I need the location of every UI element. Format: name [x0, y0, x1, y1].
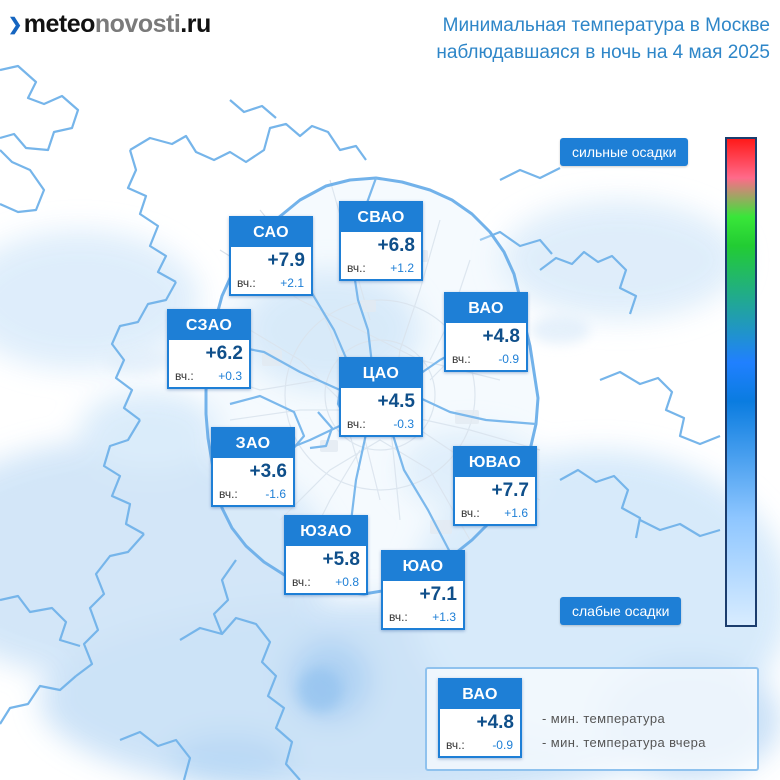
yesterday-diff: +0.3 [218, 369, 242, 383]
yesterday-diff: +2.1 [280, 276, 304, 290]
district-card-sao: САО +7.9 вч.: +2.1 [229, 216, 313, 296]
district-min-temp: +7.1 [419, 584, 457, 605]
district-card-szao: СЗАО +6.2 вч.: +0.3 [167, 309, 251, 389]
district-name: ЮАО [383, 552, 463, 581]
district-card-zao: ЗАО +3.6 вч.: -1.6 [211, 427, 295, 507]
yesterday-diff: +1.2 [390, 261, 414, 275]
district-name: ЮВАО [455, 448, 535, 477]
district-card-yuvao: ЮВАО +7.7 вч.: +1.6 [453, 446, 537, 526]
title-line-2: наблюдавшаяся в ночь на 4 мая 2025 [436, 42, 770, 63]
legend-sample-card: ВАО +4.8 вч.: -0.9 [438, 678, 522, 758]
district-name: СЗАО [169, 311, 249, 340]
logo-text-novosti: novosti [94, 10, 181, 38]
yesterday-label: вч.: [237, 276, 256, 290]
scale-label-heavy: сильные осадки [560, 138, 689, 166]
yesterday-diff: +0.8 [335, 575, 359, 589]
district-name: ВАО [446, 294, 526, 323]
district-min-temp: +3.6 [249, 461, 287, 482]
district-min-temp: +4.8 [482, 326, 520, 347]
precipitation-scale-bar [725, 137, 757, 627]
yesterday-label: вч.: [175, 369, 194, 383]
yesterday-label: вч.: [452, 352, 471, 366]
district-min-temp: +4.5 [377, 391, 415, 412]
district-name: ЦАО [341, 359, 421, 388]
district-name: ВАО [440, 680, 520, 709]
region-boundaries [0, 64, 721, 780]
district-card-vao: ВАО +4.8 вч.: -0.9 [444, 292, 528, 372]
page-title: Минимальная температура в Москве наблюда… [310, 12, 770, 66]
legend-line-min-temp: - мин. температура [542, 711, 666, 726]
district-card-svao: СВАО +6.8 вч.: +1.2 [339, 201, 423, 281]
district-min-temp: +6.2 [205, 343, 243, 364]
yesterday-label: вч.: [461, 506, 480, 520]
district-card-yuzao: ЮЗАО +5.8 вч.: +0.8 [284, 515, 368, 595]
yesterday-label: вч.: [389, 610, 408, 624]
district-name: ЮЗАО [286, 517, 366, 546]
yesterday-diff: -0.3 [393, 417, 414, 431]
scale-label-light: слабые осадки [560, 597, 682, 625]
yesterday-label: вч.: [292, 575, 311, 589]
yesterday-diff: -0.9 [492, 738, 513, 752]
yesterday-diff: +1.6 [504, 506, 528, 520]
district-name: САО [231, 218, 311, 247]
district-min-temp: +4.8 [476, 712, 514, 733]
district-card-tsao: ЦАО +4.5 вч.: -0.3 [339, 357, 423, 437]
district-min-temp: +7.7 [491, 480, 529, 501]
yesterday-diff: -0.9 [498, 352, 519, 366]
district-name: ЗАО [213, 429, 293, 458]
yesterday-label: вч.: [446, 738, 465, 752]
district-min-temp: +6.8 [377, 235, 415, 256]
logo-text-meteo: meteo [23, 10, 96, 38]
district-min-temp: +7.9 [267, 250, 305, 271]
district-card-yuao: ЮАО +7.1 вч.: +1.3 [381, 550, 465, 630]
logo-chevron-icon: ❯ [8, 15, 22, 34]
yesterday-diff: -1.6 [265, 487, 286, 501]
yesterday-label: вч.: [347, 261, 366, 275]
district-name: СВАО [341, 203, 421, 232]
legend-line-min-temp-yesterday: - мин. температура вчера [542, 735, 706, 750]
yesterday-label: вч.: [347, 417, 366, 431]
district-min-temp: +5.8 [322, 549, 360, 570]
yesterday-diff: +1.3 [432, 610, 456, 624]
logo-text-tld: .ru [180, 10, 211, 38]
site-logo[interactable]: ❯meteonovosti.ru [8, 6, 211, 45]
yesterday-label: вч.: [219, 487, 238, 501]
title-line-1: Минимальная температура в Москве [442, 15, 770, 36]
